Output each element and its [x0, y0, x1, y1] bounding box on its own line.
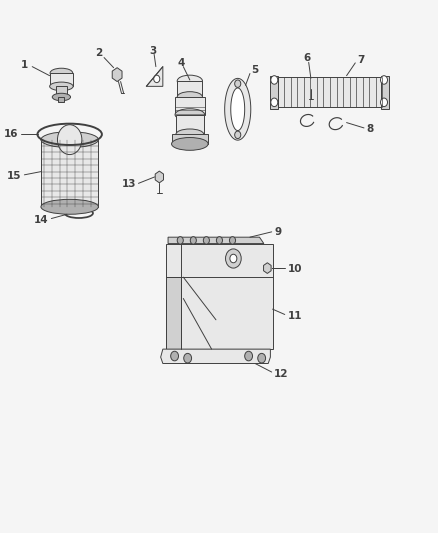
- Circle shape: [271, 98, 278, 107]
- Circle shape: [258, 353, 265, 363]
- Circle shape: [230, 254, 237, 263]
- Polygon shape: [41, 140, 99, 207]
- Polygon shape: [264, 263, 271, 273]
- Circle shape: [57, 125, 82, 155]
- Ellipse shape: [177, 75, 202, 87]
- Ellipse shape: [175, 109, 205, 120]
- Circle shape: [235, 80, 241, 87]
- Text: 6: 6: [304, 53, 311, 63]
- Text: 4: 4: [177, 58, 185, 68]
- Circle shape: [216, 237, 223, 244]
- Polygon shape: [168, 237, 264, 244]
- Ellipse shape: [49, 82, 73, 91]
- Circle shape: [184, 353, 191, 363]
- Ellipse shape: [177, 92, 202, 102]
- Text: 8: 8: [367, 124, 374, 134]
- Ellipse shape: [52, 93, 71, 101]
- Circle shape: [177, 237, 183, 244]
- Text: 7: 7: [357, 55, 364, 64]
- Text: 16: 16: [4, 130, 18, 139]
- Circle shape: [190, 237, 196, 244]
- Ellipse shape: [41, 199, 99, 214]
- Circle shape: [245, 351, 253, 361]
- Text: 1: 1: [21, 60, 28, 70]
- Circle shape: [226, 249, 241, 268]
- Text: 9: 9: [274, 227, 282, 237]
- Ellipse shape: [41, 132, 99, 148]
- Circle shape: [171, 351, 179, 361]
- Polygon shape: [166, 244, 272, 349]
- Polygon shape: [56, 86, 67, 97]
- Polygon shape: [175, 97, 205, 115]
- Text: 11: 11: [288, 311, 302, 320]
- Circle shape: [381, 76, 388, 84]
- Text: 15: 15: [7, 171, 22, 181]
- Text: 10: 10: [288, 264, 302, 274]
- Text: 5: 5: [252, 66, 259, 75]
- Polygon shape: [49, 73, 73, 86]
- Polygon shape: [270, 76, 278, 109]
- Circle shape: [203, 237, 209, 244]
- Polygon shape: [146, 67, 163, 86]
- Circle shape: [230, 237, 236, 244]
- Polygon shape: [166, 277, 181, 349]
- Polygon shape: [155, 171, 163, 183]
- Polygon shape: [161, 349, 270, 364]
- Polygon shape: [225, 78, 251, 140]
- Text: 3: 3: [149, 46, 156, 56]
- Polygon shape: [381, 76, 389, 109]
- Circle shape: [381, 98, 388, 107]
- Polygon shape: [172, 134, 208, 144]
- Circle shape: [235, 131, 241, 139]
- Polygon shape: [231, 88, 245, 131]
- Text: 13: 13: [121, 180, 136, 189]
- Polygon shape: [177, 81, 202, 97]
- Polygon shape: [58, 97, 64, 102]
- Text: 14: 14: [34, 215, 48, 224]
- Ellipse shape: [50, 68, 73, 78]
- Polygon shape: [272, 77, 386, 107]
- Circle shape: [154, 75, 160, 83]
- Ellipse shape: [172, 138, 208, 150]
- Circle shape: [271, 76, 278, 84]
- Polygon shape: [176, 115, 204, 134]
- Text: 12: 12: [274, 369, 289, 379]
- Ellipse shape: [176, 129, 204, 140]
- Text: 2: 2: [95, 49, 102, 58]
- Polygon shape: [112, 68, 122, 82]
- Polygon shape: [307, 78, 314, 89]
